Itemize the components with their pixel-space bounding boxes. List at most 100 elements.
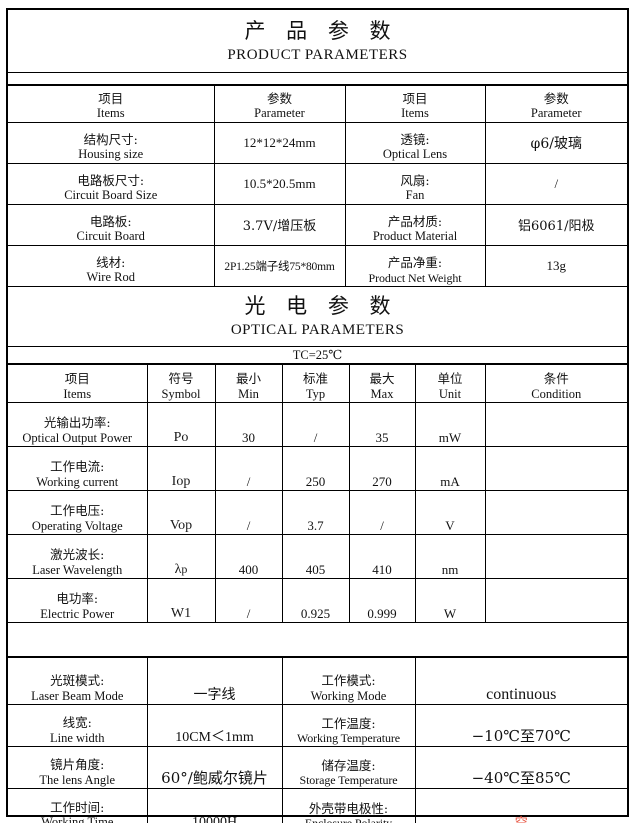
label-en: Operating Voltage <box>31 518 123 533</box>
label-en: The lens Angle <box>39 772 116 787</box>
header-cn: 符号 <box>168 371 194 387</box>
param-max: 410 <box>348 534 416 580</box>
label-en: Storage Temperature <box>299 773 398 788</box>
row-label-right: 工作模式: Working Mode <box>281 657 416 706</box>
header-en: Items <box>401 105 429 120</box>
param-condition <box>484 446 627 492</box>
table-row: 电路板: Circuit Board 3.7V/增压板 产品材质: Produc… <box>8 203 627 246</box>
label-en: Laser Beam Mode <box>31 688 124 703</box>
product-header-items-left: 项目 Items <box>8 84 215 123</box>
optical-title-block: 光 电 参 数 OPTICAL PARAMETERS TC=25℃ <box>8 286 627 365</box>
optical-header-condition: 条件 Condition <box>484 364 627 404</box>
label-en: Working Time <box>41 815 114 823</box>
table-row: 工作电压: Operating Voltage Vop / 3.7 / V <box>8 490 627 536</box>
header-cn: 最小 <box>235 371 261 387</box>
row-value-right: φ6/玻璃 <box>484 121 627 164</box>
header-en: Unit <box>438 386 462 401</box>
row-label-left: 工作时间: Working Time <box>8 788 148 823</box>
table-row: 电路板尺寸: Circuit Board Size 10.5*20.5mm 风扇… <box>8 162 627 205</box>
header-cn: 单位 <box>437 371 463 387</box>
label-cn: 激光波长: <box>50 547 105 563</box>
row-label-left: 线宽: Line width <box>8 704 148 748</box>
label-en: Circuit Board <box>76 228 145 243</box>
label-en: Wire Rod <box>86 269 135 284</box>
header-en: Max <box>370 386 394 401</box>
label-en: Circuit Board Size <box>64 187 158 202</box>
table-row: 激光波长: Laser Wavelength λp 400 405 410 nm <box>8 534 627 580</box>
tc-note: TC=25℃ <box>8 346 627 365</box>
param-typ: 405 <box>281 534 350 580</box>
row-value-left: 一字线 <box>146 657 283 706</box>
label-cn: 电功率: <box>56 591 99 607</box>
label-cn: 电路板: <box>89 213 132 229</box>
row-value-left: 12*12*24mm <box>213 121 346 164</box>
label-cn: 工作电压: <box>50 503 105 519</box>
table-row: 电功率: Electric Power W1 / 0.925 0.999 W <box>8 578 627 624</box>
label-en: Laser Wavelength <box>32 562 123 577</box>
param-max: 270 <box>348 446 416 492</box>
param-symbol: λp <box>146 534 216 580</box>
param-condition <box>484 534 627 580</box>
row-label-right: 产品净重: Product Net Weight <box>344 244 486 287</box>
label-cn: 工作模式: <box>321 673 376 689</box>
header-cn: 参数 <box>543 90 569 106</box>
row-label-left: 镜片角度: The lens Angle <box>8 746 148 790</box>
row-value-right: 铝6061/阳极 <box>484 203 627 246</box>
table-row: 镜片角度: The lens Angle 60°/鲍威尔镜片 储存温度: Sto… <box>8 746 627 790</box>
param-label: 电功率: Electric Power <box>8 578 148 624</box>
product-header-row: 项目 Items 参数 Parameter 项目 Items 参数 Parame… <box>8 84 627 123</box>
param-max: 0.999 <box>348 578 416 624</box>
outer-frame: 产 品 参 数 PRODUCT PARAMETERS 项目 Items 参 <box>6 8 629 823</box>
label-cn: 光斑模式: <box>50 673 105 689</box>
table-row: 结构尺寸: Housing size 12*12*24mm 透镜: Optica… <box>8 121 627 164</box>
row-label-right: 风扇: Fan <box>344 162 486 205</box>
row-label-right: 储存温度: Storage Temperature <box>281 746 416 790</box>
param-unit: W <box>414 578 486 624</box>
spacer-row-1 <box>8 71 627 85</box>
header-en: Symbol <box>161 386 201 401</box>
header-cn: 参数 <box>266 90 292 106</box>
label-cn: 工作时间: <box>50 799 105 815</box>
label-cn: 线材: <box>96 254 126 270</box>
header-cn: 条件 <box>543 371 569 387</box>
spacer-cell <box>8 622 627 658</box>
label-en: Housing size <box>78 146 144 161</box>
label-en: Working current <box>36 474 119 489</box>
table-row: 光斑模式: Laser Beam Mode 一字线 工作模式: Working … <box>8 657 627 706</box>
optical-title-cn: 光 电 参 数 <box>244 293 398 318</box>
label-en: Working Mode <box>310 688 387 703</box>
param-label: 光输出功率: Optical Output Power <box>8 402 148 448</box>
header-cn: 最大 <box>369 371 395 387</box>
row-value-right: −10℃至70℃ <box>414 704 627 748</box>
row-value-right: 13g <box>484 244 627 287</box>
label-en: Line width <box>49 730 105 745</box>
optical-title-en: OPTICAL PARAMETERS <box>230 321 405 338</box>
param-symbol-subscript: p <box>181 562 188 577</box>
header-en: Items <box>63 386 92 401</box>
optical-header-unit: 单位 Unit <box>414 364 486 404</box>
product-title-en: PRODUCT PARAMETERS <box>227 47 408 63</box>
label-cn: 外壳带电极性: <box>308 800 389 816</box>
row-value-right: continuous <box>414 657 627 706</box>
row-value-right: 空 <box>414 788 627 823</box>
param-unit: nm <box>414 534 486 580</box>
param-symbol: Po <box>146 402 216 448</box>
label-cn: 结构尺寸: <box>83 131 138 147</box>
label-en: Working Temperature <box>296 731 401 746</box>
header-cn: 项目 <box>402 90 428 106</box>
product-parameters-table: 项目 Items 参数 Parameter 项目 Items 参数 Parame… <box>8 84 627 287</box>
row-label-right: 外壳带电极性: Enclosure Polarity <box>281 788 416 823</box>
optical-header-typ: 标准 Typ <box>281 364 350 404</box>
header-cn: 项目 <box>98 90 124 106</box>
param-label: 工作电压: Operating Voltage <box>8 490 148 536</box>
param-min: 30 <box>214 402 283 448</box>
param-symbol: Vop <box>146 490 216 536</box>
tc-note-row: TC=25℃ <box>8 346 627 365</box>
row-value-left: 10000H <box>146 788 283 823</box>
row-label-right: 工作温度: Working Temperature <box>281 704 416 748</box>
param-condition <box>484 490 627 536</box>
table-row: 工作电流: Working current Iop / 250 270 mA <box>8 446 627 492</box>
label-cn: 线宽: <box>62 715 92 731</box>
table-row: 线材: Wire Rod 2P1.25端子线75*80mm 产品净重: Prod… <box>8 244 627 287</box>
row-label-right: 透镜: Optical Lens <box>344 121 486 164</box>
